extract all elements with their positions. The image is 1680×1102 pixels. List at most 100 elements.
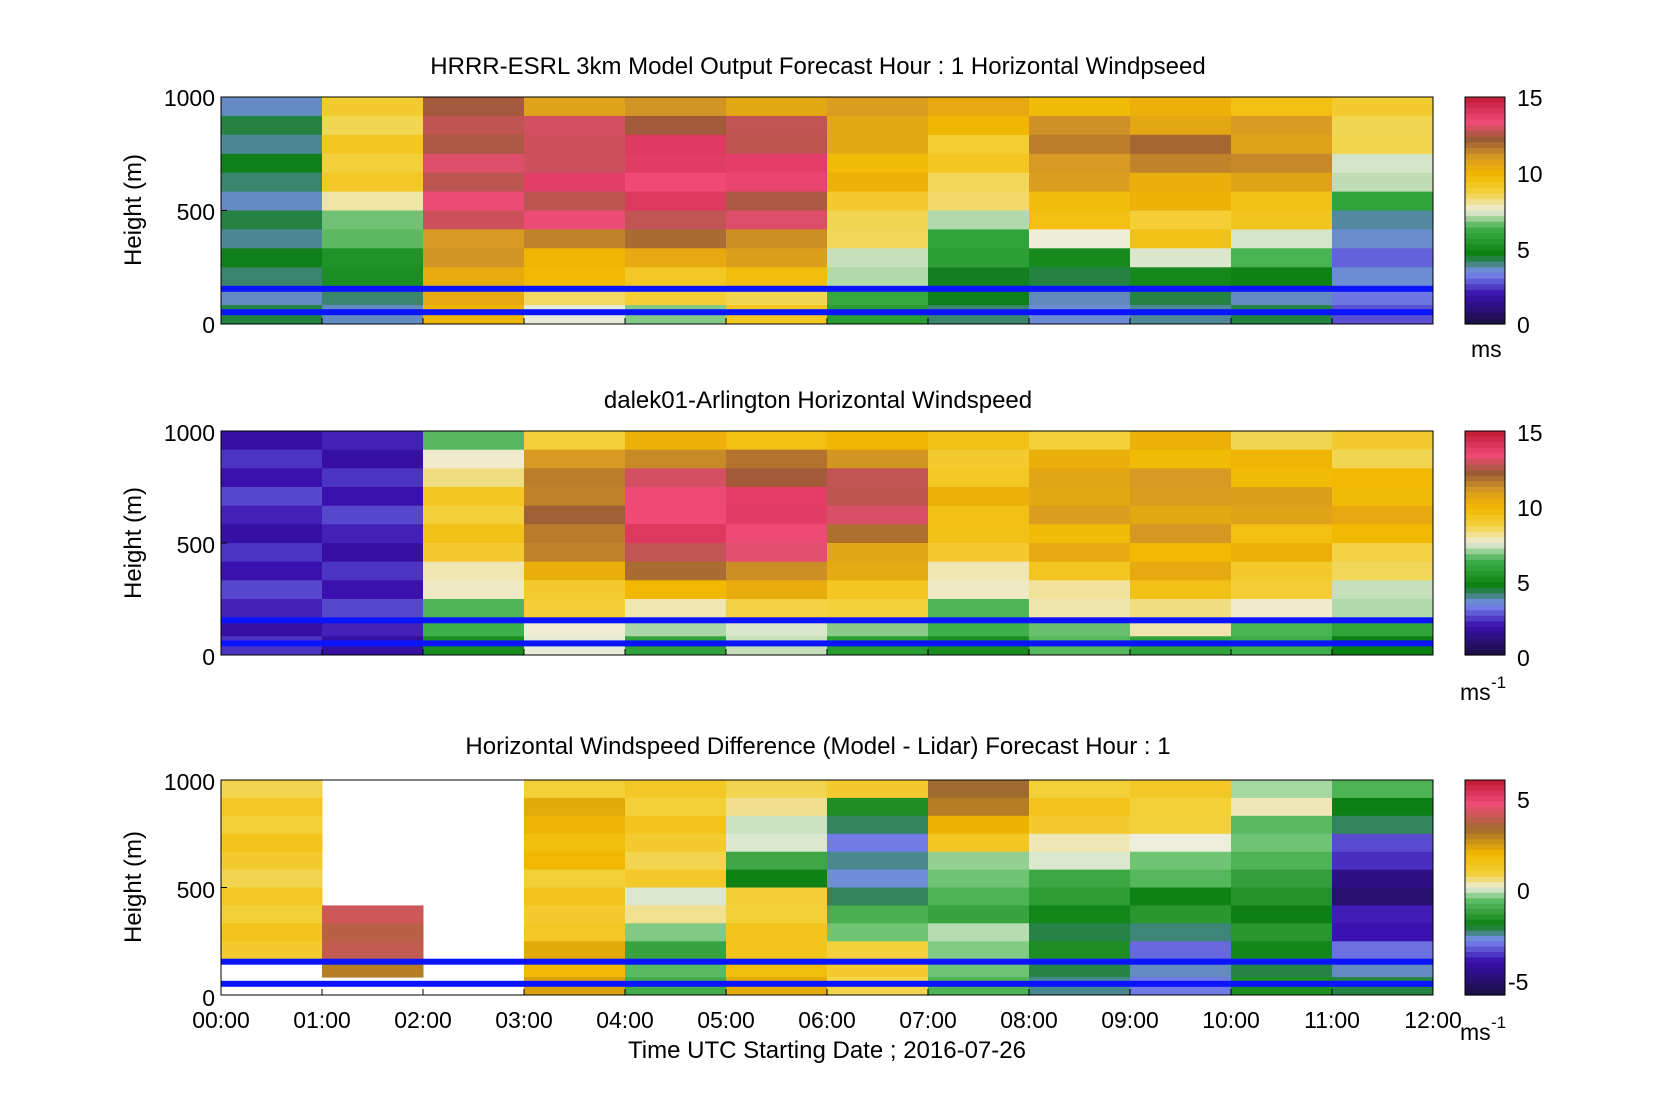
heatmap-cell xyxy=(322,599,424,619)
xtick-05: 05:00 xyxy=(697,1007,755,1033)
colorbar-swatch xyxy=(1465,806,1505,813)
heatmap-cell xyxy=(322,153,424,174)
heatmap-cell xyxy=(827,191,929,211)
heatmap-cell xyxy=(827,923,929,942)
xtick-06: 06:00 xyxy=(798,1007,856,1033)
colorbar-swatch xyxy=(1465,844,1505,851)
heatmap-cell xyxy=(827,134,929,155)
heatmap-cell xyxy=(1231,267,1333,287)
heatmap-cell xyxy=(1029,505,1131,525)
colorbar-swatch xyxy=(1465,442,1505,449)
heatmap-cell xyxy=(221,905,323,924)
heatmap-cell xyxy=(928,449,1030,469)
colorbar-swatch xyxy=(1465,520,1505,527)
heatmap-cell xyxy=(1231,543,1333,563)
heatmap-cell xyxy=(322,267,424,287)
heatmap-cell xyxy=(625,580,727,600)
colorbar-swatch xyxy=(1465,170,1505,178)
colorbar-swatch xyxy=(1465,610,1505,617)
panel-1-ytick-0: 0 xyxy=(202,312,215,338)
colorbar-2 xyxy=(1464,430,1506,656)
colorbar-swatch xyxy=(1465,142,1505,149)
cbar-3-unit-sup: -1 xyxy=(1491,1013,1506,1032)
colorbar-swatch xyxy=(1465,849,1505,856)
colorbar-swatch xyxy=(1465,97,1505,104)
heatmap-cell xyxy=(827,210,929,230)
heatmap-cell xyxy=(928,267,1030,287)
panel-3-ylabel: Height (m) xyxy=(120,831,147,943)
heatmap-cell xyxy=(827,431,929,451)
heatmap-cell xyxy=(221,210,323,230)
heatmap-cell xyxy=(524,468,626,488)
xtick-00: 00:00 xyxy=(192,1007,250,1033)
colorbar-swatch xyxy=(1465,898,1505,905)
heatmap-cell xyxy=(1130,869,1232,888)
heatmap-cell xyxy=(1231,505,1333,525)
panel-2-ylabel: Height (m) xyxy=(120,487,147,599)
heatmap-cell xyxy=(423,599,525,619)
heatmap-cell xyxy=(625,153,727,174)
colorbar-swatch xyxy=(1465,978,1505,985)
heatmap-cell xyxy=(1130,505,1232,525)
heatmap-cell xyxy=(827,869,929,888)
heatmap-cell xyxy=(221,815,323,835)
cbar-1-unit: ms xyxy=(1471,336,1502,362)
heatmap-cell xyxy=(827,487,929,507)
heatmap-cell xyxy=(524,267,626,287)
heatmap-cell xyxy=(1332,797,1434,817)
heatmap-cell xyxy=(827,115,929,136)
colorbar-swatch xyxy=(1465,627,1505,634)
heatmap-cell xyxy=(221,449,323,469)
colorbar-swatch xyxy=(1465,973,1505,980)
heatmap-cell xyxy=(1332,869,1434,888)
colorbar-swatch xyxy=(1465,930,1505,937)
heatmap-cell xyxy=(1130,887,1232,906)
heatmap-cell xyxy=(423,267,525,287)
heatmap-cell xyxy=(625,887,727,906)
xtick-03: 03:00 xyxy=(495,1007,553,1033)
heatmap-cell xyxy=(1130,815,1232,835)
heatmap-cell xyxy=(726,505,828,525)
heatmap-cell xyxy=(1231,869,1333,888)
heatmap-cell xyxy=(827,449,929,469)
colorbar-3 xyxy=(1464,779,1506,996)
panel-3-title: Horizontal Windspeed Difference (Model -… xyxy=(465,733,1170,760)
heatmap-cell xyxy=(1231,449,1333,469)
colorbar-swatch xyxy=(1465,255,1505,263)
colorbar-swatch xyxy=(1465,984,1505,991)
heatmap-cell xyxy=(1130,115,1232,136)
colorbar-swatch xyxy=(1465,604,1505,611)
heatmap-cell xyxy=(928,905,1030,924)
colorbar-swatch xyxy=(1465,470,1505,477)
heatmap-cell xyxy=(1130,210,1232,230)
heatmap-cell xyxy=(423,431,525,451)
heatmap-cell xyxy=(1332,887,1434,906)
cbar-3-unit: ms xyxy=(1460,1019,1491,1045)
heatmap-cell xyxy=(1130,941,1232,960)
colorbar-swatch xyxy=(1465,244,1505,251)
heatmap-cell xyxy=(625,505,727,525)
colorbar-swatch xyxy=(1465,289,1505,297)
heatmap-cell xyxy=(928,780,1030,799)
heatmap-cell xyxy=(625,851,727,871)
heatmap-cell xyxy=(1029,797,1131,817)
colorbar-swatch xyxy=(1465,892,1505,899)
heatmap-cell xyxy=(423,172,525,193)
heatmap-cell xyxy=(625,248,727,268)
heatmap-cell xyxy=(524,851,626,871)
heatmap-cell xyxy=(1332,115,1434,136)
colorbar-swatch xyxy=(1465,649,1505,656)
heatmap-cell xyxy=(322,229,424,249)
heatmap-cell xyxy=(221,869,323,888)
colorbar-swatch xyxy=(1465,903,1505,910)
heatmap-cell xyxy=(1332,97,1434,117)
heatmap-cell xyxy=(827,543,929,563)
colorbar-swatch xyxy=(1465,301,1505,308)
colorbar-swatch xyxy=(1465,952,1505,958)
colorbar-swatch xyxy=(1465,543,1505,550)
heatmap-cell xyxy=(928,191,1030,211)
heatmap-cell xyxy=(322,210,424,230)
heatmap-cell xyxy=(827,505,929,525)
colorbar-swatch xyxy=(1465,136,1505,143)
heatmap-cell xyxy=(726,468,828,488)
